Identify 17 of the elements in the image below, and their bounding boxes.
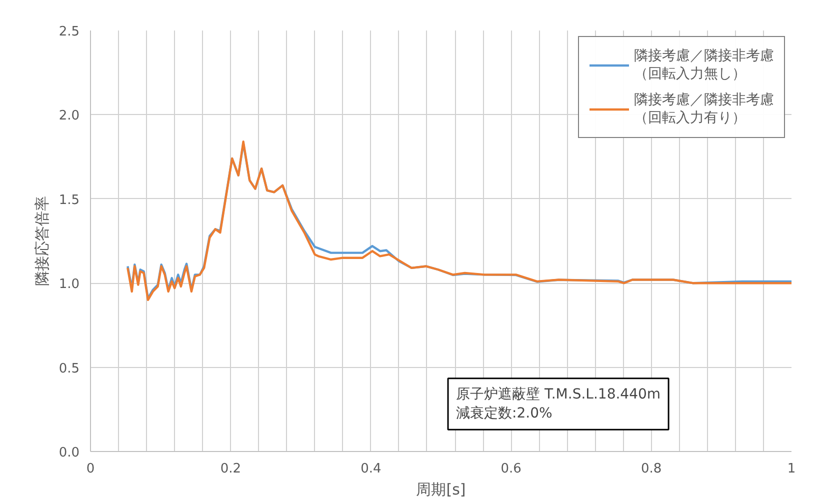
x-tick-label: 0: [86, 462, 95, 476]
y-tick-label: 1.5: [58, 192, 80, 208]
x-tick-label: 0.2: [220, 462, 242, 476]
y-axis-title: 隣接応答倍率: [32, 196, 51, 286]
x-tick-label: 1: [787, 462, 796, 476]
legend-label: 隣接考慮／隣接非考慮（回転入力無し）: [634, 47, 774, 83]
x-tick-label: 0.4: [360, 462, 382, 476]
x-tick-label: 0.6: [500, 462, 522, 476]
y-tick-label: 2.5: [58, 24, 80, 40]
y-tick-label: 1.0: [58, 277, 80, 292]
x-tick-label: 0.8: [640, 462, 662, 476]
annotation: 原子炉遮蔽壁 T.M.S.L.18.440m 減衰定数:2.0%: [456, 386, 661, 422]
y-tick-label: 0.5: [58, 361, 80, 376]
x-axis-title: 周期[s]: [416, 480, 466, 498]
legend-label: 隣接考慮／隣接非考慮（回転入力有り）: [634, 91, 774, 127]
y-tick-label: 0.0: [58, 446, 80, 460]
y-tick-label: 2.0: [58, 108, 80, 124]
